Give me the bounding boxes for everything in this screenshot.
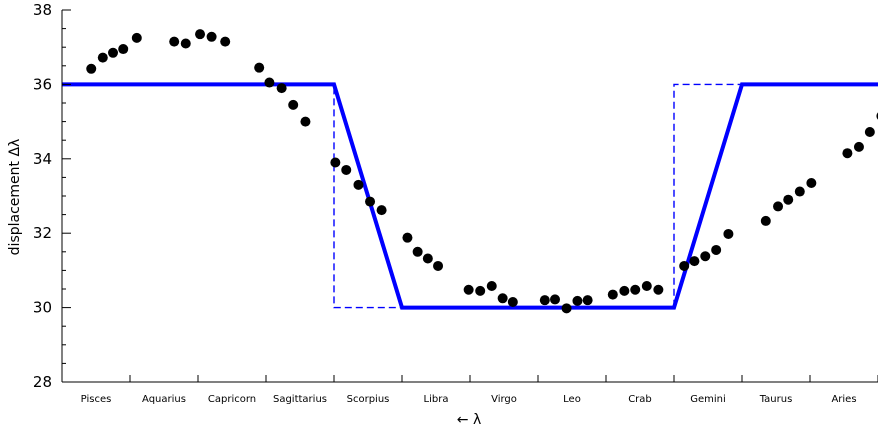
data-point — [582, 295, 593, 306]
data-point — [486, 281, 497, 292]
x-tick-label: Aquarius — [142, 394, 186, 405]
y-tick-label: 32 — [33, 224, 52, 242]
data-point — [330, 157, 341, 168]
data-point — [794, 186, 805, 197]
data-point — [864, 127, 875, 138]
x-axis-label: ← λ — [457, 412, 481, 428]
data-point — [220, 36, 231, 47]
data-point — [550, 294, 560, 305]
series-lines — [62, 82, 878, 310]
data-point — [118, 44, 129, 55]
data-point — [206, 31, 217, 42]
data-point — [433, 260, 444, 271]
data-point — [341, 164, 352, 175]
data-point — [288, 99, 299, 110]
data-point — [711, 244, 722, 255]
data-point — [679, 260, 690, 271]
data-point — [365, 196, 376, 207]
data-point — [630, 284, 641, 295]
solid-model-line — [62, 82, 878, 310]
data-point — [607, 289, 618, 300]
data-point — [507, 297, 518, 308]
data-point — [108, 47, 118, 58]
x-tick-label: Gemini — [690, 394, 726, 405]
x-tick-label: Scorpius — [347, 394, 390, 405]
dashed-model-line — [62, 83, 742, 309]
x-tick-label: Leo — [563, 394, 581, 405]
data-point — [276, 83, 287, 94]
data-point — [97, 52, 108, 63]
y-axis-label: displacement Δλ — [7, 139, 23, 256]
data-point — [760, 215, 771, 226]
data-point — [264, 77, 275, 88]
x-tick-label: Sagittarius — [273, 394, 327, 405]
data-point — [619, 285, 630, 296]
data-point — [195, 29, 206, 40]
data-point — [723, 228, 734, 239]
data-point — [853, 141, 864, 152]
data-point — [86, 63, 97, 74]
data-point — [131, 32, 142, 43]
x-tick-label: Pisces — [81, 394, 112, 405]
y-tick-label: 36 — [33, 75, 52, 93]
data-point — [689, 256, 700, 267]
data-points — [86, 29, 878, 314]
y-tick-label: 30 — [33, 299, 52, 317]
data-point — [180, 38, 191, 49]
x-tick-label: Virgo — [491, 394, 517, 405]
data-point — [412, 246, 423, 257]
y-tick-label: 38 — [33, 1, 52, 19]
data-point — [842, 148, 853, 159]
data-point — [572, 295, 583, 306]
y-tick-label: 34 — [33, 150, 52, 168]
data-point — [773, 201, 784, 212]
data-point — [300, 116, 311, 127]
x-tick-label: Crab — [628, 394, 652, 405]
data-point — [783, 194, 794, 205]
data-point — [475, 285, 486, 296]
data-point — [539, 295, 550, 306]
data-point — [497, 293, 508, 304]
axes: 28 30 32 34 36 38 Pisces Aquarius Capricorn Sagit… — [33, 1, 878, 405]
data-point — [806, 177, 817, 188]
data-point — [700, 251, 711, 262]
data-point — [376, 205, 387, 216]
data-point — [422, 253, 433, 264]
data-point — [254, 62, 265, 73]
data-point — [653, 284, 664, 295]
x-tick-label: Taurus — [759, 394, 793, 405]
y-tick-label: 28 — [33, 373, 52, 391]
x-tick-label: Aries — [831, 394, 856, 405]
x-tick-label: Libra — [424, 394, 449, 405]
x-tick-label: Capricorn — [208, 394, 256, 405]
data-point — [463, 284, 474, 295]
data-point — [402, 232, 413, 243]
data-point — [561, 303, 572, 314]
data-point — [641, 281, 652, 292]
data-point — [169, 36, 180, 47]
data-point — [353, 179, 364, 190]
